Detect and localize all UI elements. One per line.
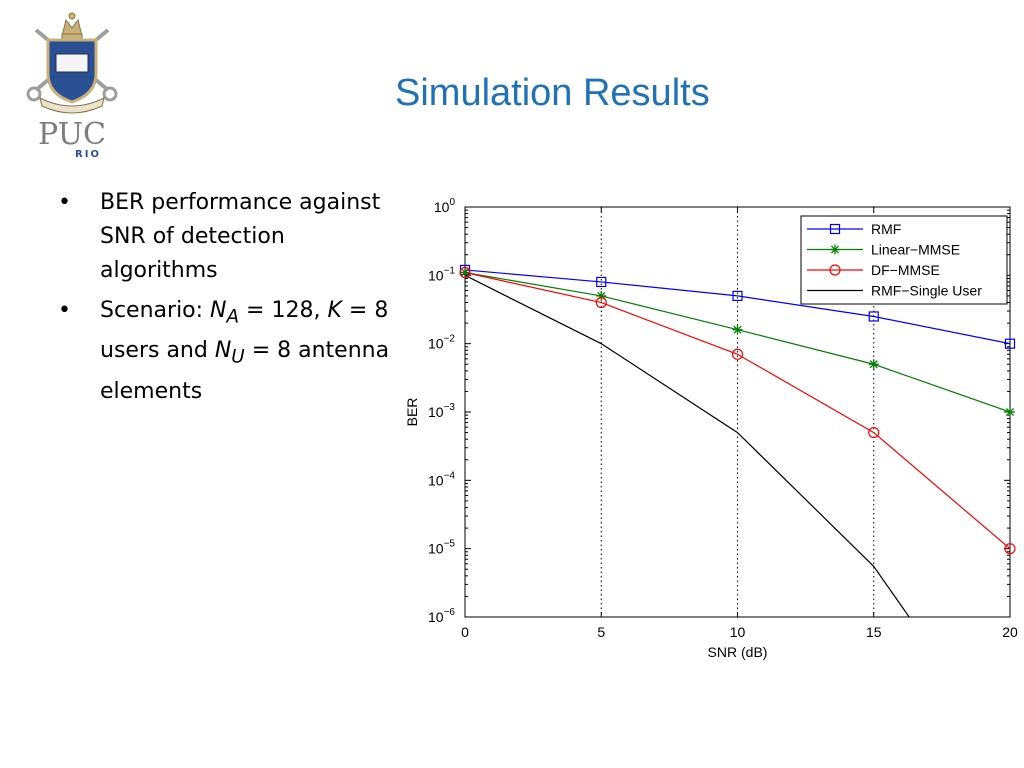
data-point-star <box>868 359 879 370</box>
star-stroke <box>733 325 742 334</box>
legend-label: RMF−Single User <box>871 283 982 299</box>
data-point-star <box>732 324 743 335</box>
star-stroke <box>869 360 878 369</box>
na-subscript: A <box>226 306 240 328</box>
x-tick-label: 0 <box>461 624 469 640</box>
bullet-icon: • <box>58 298 71 323</box>
y-tick-label: 10−5 <box>428 539 455 557</box>
data-point-square <box>732 290 743 302</box>
ber-chart: 0 5 10 15 20 10−6 10−5 10−4 10−3 10−2 10−1 100 SNR (… <box>404 197 1018 660</box>
bullet-item-ber: • BER performance against SNR of detecti… <box>58 186 398 288</box>
y-tick-label: 10−2 <box>428 334 455 352</box>
y-axis-label: BER <box>404 398 420 427</box>
y-tick-label: 10−6 <box>428 607 455 625</box>
legend-label: DF−MMSE <box>871 262 940 278</box>
data-point-square <box>1004 338 1016 349</box>
puc-rio-logo: PUC RIO <box>22 6 122 160</box>
series-line-0 <box>465 269 1010 345</box>
y-tick-label: 10−4 <box>428 470 455 488</box>
star-stroke <box>830 245 840 254</box>
x-tick-label: 15 <box>866 624 882 640</box>
bullet-text-ber: BER performance against SNR of detection… <box>100 190 381 283</box>
data-point-circle <box>829 264 841 276</box>
nu-value: = 8 antenna elements <box>100 338 390 404</box>
puc-rio-crest-icon: PUC RIO <box>26 12 118 160</box>
data-point-square <box>596 276 607 288</box>
k-value: = 8 users and <box>100 298 389 364</box>
bullet-list: • BER performance against SNR of detecti… <box>58 186 398 415</box>
y-tick-label: 10−1 <box>428 265 455 283</box>
bullet-item-scenario: • Scenario: NA = 128, K = 8 users and NU… <box>58 294 398 409</box>
data-point-circle <box>731 348 744 360</box>
na-variable: N <box>210 298 227 323</box>
data-point-square <box>868 311 879 322</box>
scenario-prefix: Scenario: <box>100 298 211 323</box>
y-tick-label: 10−3 <box>428 402 455 420</box>
x-tick-label: 10 <box>730 624 746 640</box>
na-value: = 128, <box>239 298 328 323</box>
data-point-circle <box>459 266 471 279</box>
data-point-square <box>829 223 841 235</box>
data-point-circle <box>1004 543 1016 555</box>
logo-subtext: RIO <box>75 149 101 160</box>
data-point-star <box>830 244 840 255</box>
logo-text: PUC <box>38 117 106 152</box>
data-point-circle <box>595 296 607 309</box>
legend-label: Linear−MMSE <box>871 242 960 258</box>
legend-label: RMF <box>871 221 901 237</box>
x-axis-label: SNR (dB) <box>708 644 768 660</box>
data-point-star <box>460 267 470 278</box>
data-point-circle <box>868 426 880 439</box>
x-tick-label: 5 <box>597 624 605 640</box>
star-stroke <box>1005 407 1015 417</box>
series-line-3 <box>465 274 910 617</box>
y-tick-label: 100 <box>434 197 456 215</box>
legend-box <box>800 215 1008 305</box>
slide-title: Simulation Results <box>395 72 710 114</box>
series-line-2 <box>465 271 1010 550</box>
nu-subscript: U <box>231 346 245 368</box>
x-tick-label: 20 <box>1002 624 1018 640</box>
nu-variable: N <box>214 338 232 364</box>
k-variable: K <box>327 298 342 323</box>
star-stroke <box>460 268 470 277</box>
data-point-star <box>1005 407 1015 417</box>
bullet-icon: • <box>58 190 71 215</box>
